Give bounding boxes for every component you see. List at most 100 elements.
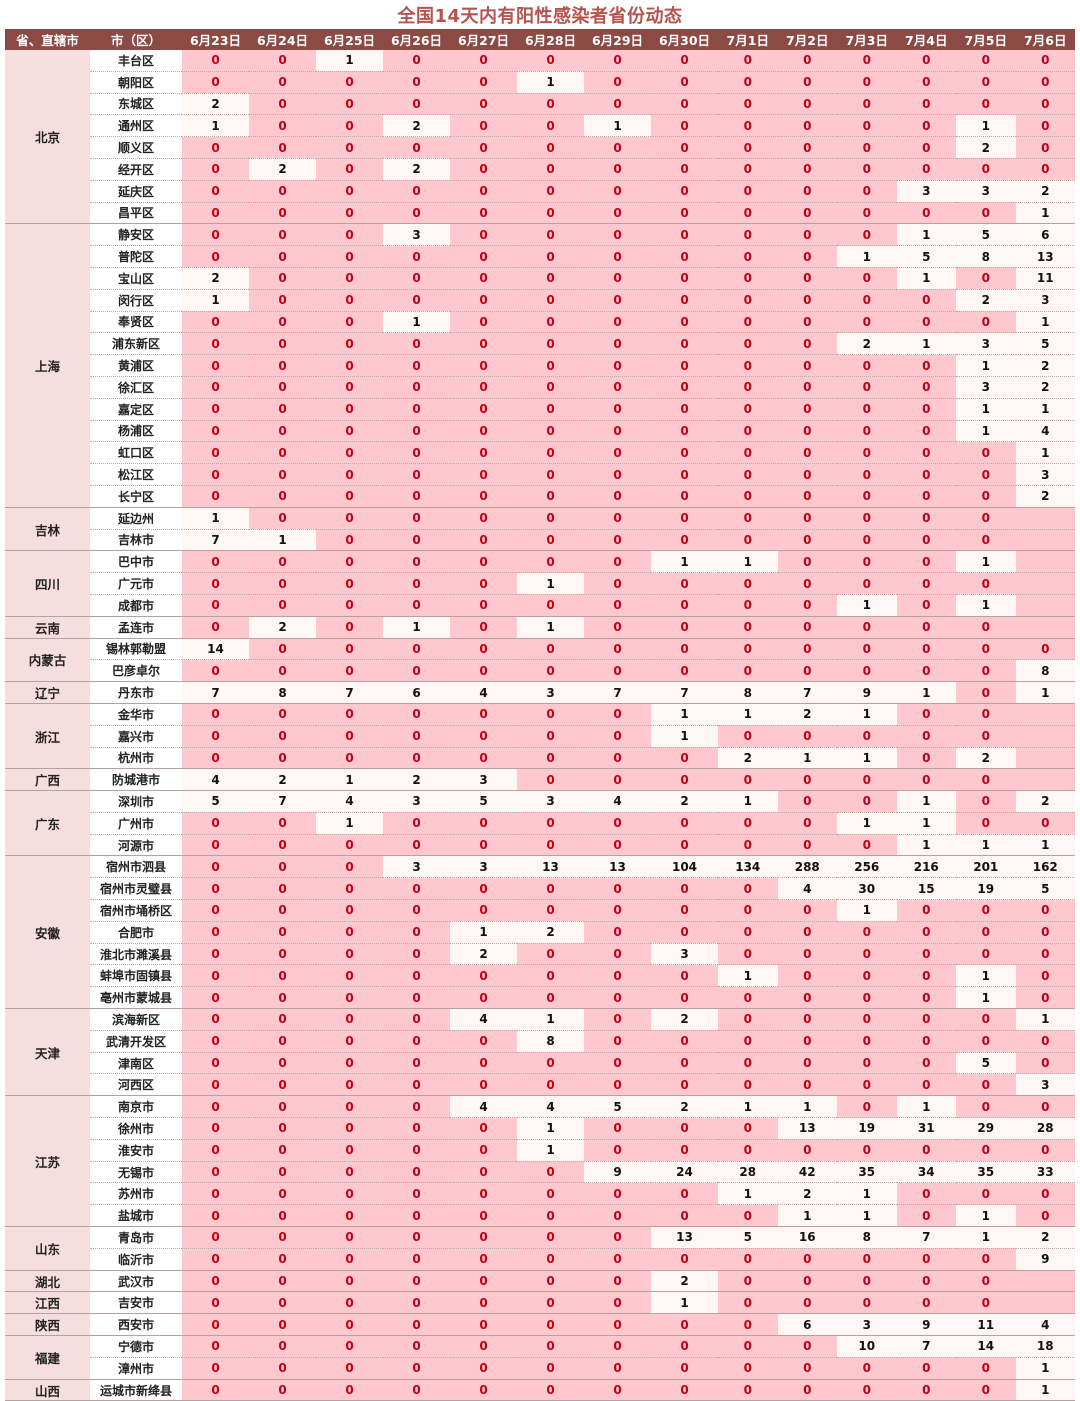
case-count-cell: 0 — [777, 725, 837, 748]
case-count-cell: 4 — [316, 790, 383, 813]
case-count-cell: 0 — [249, 1270, 316, 1293]
case-count-cell: 0 — [383, 93, 450, 116]
table-row: 虹口区 0 0 0 0 0 0 0 0 0 0 0 0 0 1 — [5, 441, 1075, 465]
case-count-cell: 0 — [584, 463, 651, 486]
case-count-cell: 0 — [450, 136, 517, 159]
case-count-cell: 0 — [651, 899, 718, 922]
case-count-cell: 0 — [777, 1073, 837, 1097]
case-count-cell: 0 — [584, 485, 651, 508]
case-count-cell: 0 — [316, 332, 383, 356]
case-count-cell: 0 — [651, 877, 718, 901]
case-count-cell: 0 — [777, 354, 837, 377]
case-count-cell: 0 — [956, 681, 1016, 704]
case-count-cell: 0 — [517, 768, 584, 792]
case-count-cell: 1 — [316, 50, 383, 72]
table-row: 盐城市 0 0 0 0 0 0 0 0 0 1 1 0 1 0 — [5, 1204, 1075, 1228]
case-count-cell: 0 — [517, 964, 584, 988]
case-count-cell: 0 — [584, 725, 651, 748]
case-count-cell: 0 — [718, 1030, 778, 1053]
case-count-cell: 0 — [383, 136, 450, 159]
city-cell: 无锡市 — [90, 1161, 182, 1184]
case-count-cell: 0 — [718, 332, 778, 356]
case-count-cell: 9 — [584, 1161, 651, 1184]
case-count-cell: 1 — [777, 1095, 837, 1119]
case-count-cell: 0 — [517, 420, 584, 443]
case-count-cell: 0 — [450, 703, 517, 726]
case-count-cell: 0 — [249, 1095, 316, 1119]
case-count-cell: 0 — [450, 1270, 517, 1293]
empty-cell — [1015, 507, 1075, 530]
case-count-cell: 0 — [316, 114, 383, 138]
case-count-cell: 4 — [1015, 1313, 1075, 1337]
case-count-cell: 0 — [517, 747, 584, 770]
case-count-cell: 0 — [718, 616, 778, 639]
case-count-cell: 0 — [777, 1139, 837, 1162]
case-count-cell: 0 — [249, 354, 316, 377]
province-cell: 辽宁 — [5, 681, 90, 704]
case-count-cell: 0 — [316, 376, 383, 399]
case-count-cell: 0 — [837, 1270, 897, 1293]
case-count-cell: 2 — [383, 158, 450, 181]
case-count-cell: 0 — [383, 289, 450, 312]
city-cell: 经开区 — [90, 158, 182, 181]
case-count-cell: 18 — [1015, 1335, 1075, 1358]
case-count-cell: 0 — [383, 1313, 450, 1337]
empty-cell — [1015, 616, 1075, 639]
case-count-cell: 0 — [249, 1030, 316, 1053]
case-count-cell: 0 — [316, 507, 383, 530]
city-cell: 长宁区 — [90, 485, 182, 508]
case-count-cell: 0 — [450, 245, 517, 268]
case-count-cell: 0 — [249, 703, 316, 726]
case-count-cell: 0 — [1015, 71, 1075, 94]
header-date: 6月26日 — [383, 29, 450, 50]
case-count-cell: 0 — [956, 812, 1016, 835]
case-count-cell: 31 — [896, 1117, 956, 1140]
case-count-cell: 0 — [718, 267, 778, 290]
city-cell: 淮安市 — [90, 1139, 182, 1162]
case-count-cell: 3 — [450, 855, 517, 879]
case-count-cell: 0 — [383, 1270, 450, 1293]
case-count-cell: 0 — [383, 202, 450, 225]
case-count-cell: 0 — [777, 638, 837, 661]
case-count-cell: 0 — [718, 899, 778, 922]
case-count-cell: 0 — [450, 572, 517, 595]
case-count-cell: 4 — [584, 790, 651, 813]
case-count-cell: 0 — [584, 332, 651, 356]
case-count-cell: 0 — [651, 311, 718, 334]
case-count-cell: 2 — [956, 289, 1016, 312]
case-count-cell: 0 — [249, 1313, 316, 1337]
case-count-cell: 0 — [249, 245, 316, 268]
case-count-cell: 0 — [651, 1357, 718, 1380]
case-count-cell: 0 — [718, 725, 778, 748]
case-count-cell: 0 — [584, 834, 651, 857]
case-count-cell: 9 — [896, 1313, 956, 1337]
case-count-cell: 0 — [450, 180, 517, 203]
case-count-cell: 0 — [450, 463, 517, 486]
case-count-cell: 0 — [837, 790, 897, 813]
case-count-cell: 0 — [651, 572, 718, 595]
case-count-cell: 0 — [584, 550, 651, 574]
case-count-cell: 0 — [182, 1291, 249, 1315]
case-count-cell: 0 — [777, 616, 837, 639]
case-count-cell: 0 — [383, 1161, 450, 1184]
case-count-cell: 0 — [249, 420, 316, 443]
case-count-cell: 0 — [896, 964, 956, 988]
case-count-cell: 0 — [316, 1161, 383, 1184]
case-count-cell: 0 — [316, 180, 383, 203]
case-count-cell: 4 — [777, 877, 837, 901]
case-count-cell: 2 — [837, 332, 897, 356]
case-count-cell: 0 — [584, 1248, 651, 1271]
case-count-cell: 0 — [450, 50, 517, 72]
case-count-cell: 0 — [651, 964, 718, 988]
case-count-cell: 7 — [777, 681, 837, 704]
case-count-cell: 0 — [956, 507, 1016, 530]
case-count-cell: 0 — [718, 507, 778, 530]
case-count-cell: 1 — [1015, 834, 1075, 857]
case-count-cell: 0 — [450, 659, 517, 683]
case-count-cell: 0 — [249, 1161, 316, 1184]
case-count-cell: 0 — [651, 638, 718, 661]
case-count-cell: 0 — [956, 1357, 1016, 1380]
case-count-cell: 0 — [896, 659, 956, 683]
case-count-cell: 1 — [718, 964, 778, 988]
city-cell: 武汉市 — [90, 1270, 182, 1293]
